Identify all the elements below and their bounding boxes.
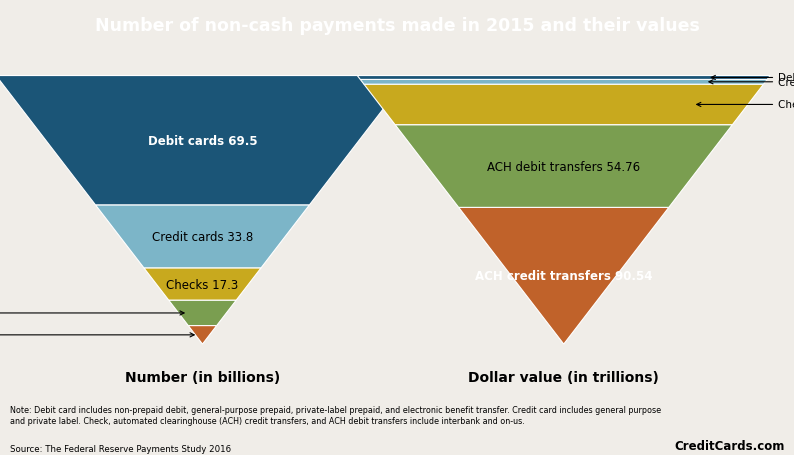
Polygon shape [459,208,669,344]
Polygon shape [360,80,767,85]
Polygon shape [95,206,310,268]
Polygon shape [395,126,732,208]
Polygon shape [364,85,764,126]
Text: ACH credit transfers 9.9: ACH credit transfers 9.9 [0,330,195,340]
Text: Number of non-cash payments made in 2015 and their values: Number of non-cash payments made in 2015… [94,17,700,35]
Text: CreditCards.com: CreditCards.com [674,439,784,452]
Text: Checks 26.83: Checks 26.83 [696,100,794,110]
Polygon shape [0,76,409,206]
Text: Debit cards 69.5: Debit cards 69.5 [148,135,257,147]
Text: ACH debit transfers 54.76: ACH debit transfers 54.76 [488,160,640,173]
Text: ACH credit transfers 90.54: ACH credit transfers 90.54 [475,270,653,283]
Polygon shape [169,301,236,326]
Text: Dollar value (in trillions): Dollar value (in trillions) [468,370,659,384]
Polygon shape [188,326,217,344]
Text: Credit cards 33.8: Credit cards 33.8 [152,231,253,243]
Text: ACH debit transfers 13.6: ACH debit transfers 13.6 [0,308,184,318]
Polygon shape [357,76,770,80]
Text: Note: Debit card includes non-prepaid debit, general-purpose prepaid, private-la: Note: Debit card includes non-prepaid de… [10,405,661,425]
Text: Checks 17.3: Checks 17.3 [167,278,238,291]
Text: Number (in billions): Number (in billions) [125,370,280,384]
Text: Source: The Federal Reserve Payments Study 2016: Source: The Federal Reserve Payments Stu… [10,445,230,453]
Polygon shape [144,268,261,301]
Text: Debit cards 2.56: Debit cards 2.56 [711,73,794,83]
Text: Credit cards 3.16: Credit cards 3.16 [709,78,794,88]
